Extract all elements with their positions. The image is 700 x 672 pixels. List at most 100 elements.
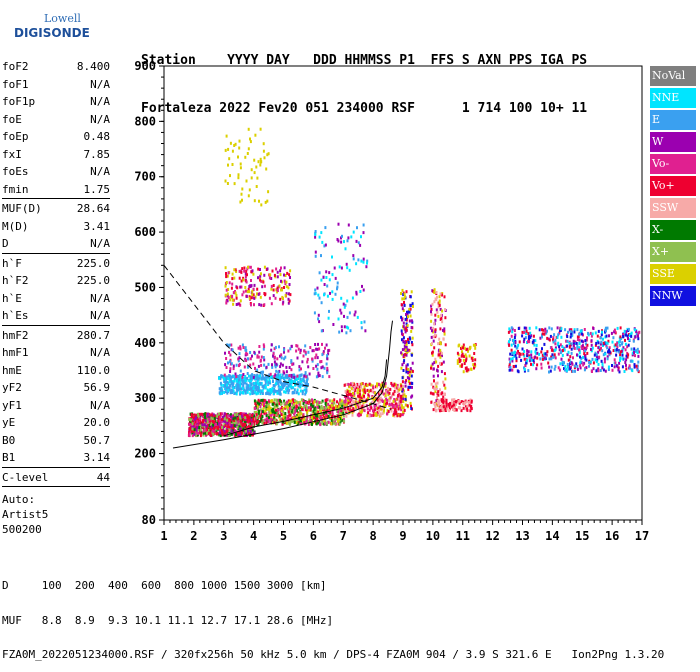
echo-point — [327, 409, 330, 413]
echo-point — [317, 410, 320, 414]
echo-point — [246, 372, 249, 375]
echo-point — [277, 373, 280, 377]
echo-point — [244, 348, 247, 352]
echo-point — [263, 363, 266, 367]
echo-point — [227, 434, 230, 438]
echo-point — [231, 422, 234, 426]
echo-point — [296, 418, 299, 422]
echo-point — [235, 303, 238, 306]
echo-point — [305, 375, 308, 379]
echo-point — [220, 428, 223, 432]
echo-point — [274, 363, 277, 367]
echo-point — [511, 359, 514, 363]
echo-point — [359, 396, 362, 400]
echo-point — [523, 354, 526, 358]
echo-point — [208, 428, 210, 432]
echo-point — [381, 392, 384, 396]
echo-point — [636, 347, 639, 351]
echo-point — [208, 420, 211, 424]
echo-point — [299, 419, 302, 422]
echo-point — [431, 353, 434, 357]
echo-point — [213, 420, 216, 424]
echo-point — [631, 353, 634, 357]
echo-point — [400, 315, 403, 319]
echo-point — [439, 327, 442, 331]
echo-point — [242, 391, 245, 395]
echo-point — [290, 368, 293, 372]
echo-point — [304, 344, 307, 348]
echo-point — [343, 414, 345, 418]
param-value: N/A — [90, 237, 110, 250]
echo-point — [390, 403, 393, 407]
echo-point — [275, 398, 278, 402]
echo-point — [212, 423, 215, 427]
echo-point — [230, 375, 233, 379]
echo-point — [529, 335, 532, 339]
echo-point — [259, 359, 262, 363]
echo-point — [389, 387, 392, 391]
echo-point — [404, 295, 407, 299]
param-row: B1 3.14 — [2, 449, 110, 467]
echo-point — [433, 291, 436, 294]
y-tick-label: 400 — [134, 336, 156, 350]
echo-point — [621, 353, 624, 357]
echo-point — [327, 406, 330, 410]
echo-point — [462, 343, 465, 347]
echo-point — [509, 338, 512, 342]
echo-point — [409, 367, 412, 371]
echo-point — [244, 379, 247, 383]
echo-point — [232, 381, 235, 385]
echo-point — [411, 343, 414, 347]
echo-point — [226, 432, 229, 436]
echo-point — [263, 273, 266, 277]
echo-point — [274, 345, 277, 349]
echo-point — [624, 342, 627, 346]
echo-point — [289, 409, 292, 413]
echo-point — [255, 403, 258, 407]
echo-point — [511, 330, 514, 334]
echo-point — [268, 405, 271, 409]
echo-point — [250, 376, 253, 380]
param-value: 280.7 — [76, 328, 110, 342]
echo-point — [315, 422, 318, 426]
echo-point — [231, 163, 234, 166]
echo-point — [286, 400, 289, 404]
echo-point — [273, 273, 276, 277]
echo-point — [405, 318, 408, 322]
echo-point — [606, 346, 609, 350]
echo-point — [302, 354, 305, 358]
echo-point — [441, 293, 443, 297]
station-header: Station YYYY DAY DDD HHMMSS P1 FFS S AXN… — [141, 21, 587, 133]
echo-point — [300, 407, 303, 411]
param-row: foEp 0.48 — [2, 128, 110, 146]
echo-point — [438, 353, 441, 357]
echo-point — [192, 429, 195, 433]
echo-point — [253, 431, 256, 435]
echo-point — [603, 357, 606, 361]
echo-point — [616, 365, 619, 369]
echo-point — [347, 390, 350, 394]
echo-point — [514, 341, 517, 344]
echo-point — [282, 415, 285, 419]
echo-point — [566, 365, 569, 369]
echo-point — [331, 297, 334, 301]
echo-point — [438, 303, 441, 307]
echo-point — [282, 385, 284, 389]
echo-point — [257, 391, 259, 395]
echo-point — [303, 400, 306, 404]
echo-point — [517, 349, 519, 353]
echo-point — [332, 323, 335, 326]
echo-point — [282, 300, 285, 304]
echo-point — [320, 417, 322, 421]
echo-point — [344, 400, 347, 404]
echo-point — [255, 419, 258, 423]
echo-point — [351, 391, 354, 395]
echo-point — [402, 361, 405, 364]
param-row: foF1 N/A — [2, 76, 110, 94]
echo-point — [292, 400, 295, 404]
echo-point — [205, 433, 208, 437]
echo-point — [511, 357, 514, 361]
param-name: fmin — [2, 182, 29, 196]
echo-point — [329, 404, 332, 408]
echo-point — [445, 398, 448, 402]
